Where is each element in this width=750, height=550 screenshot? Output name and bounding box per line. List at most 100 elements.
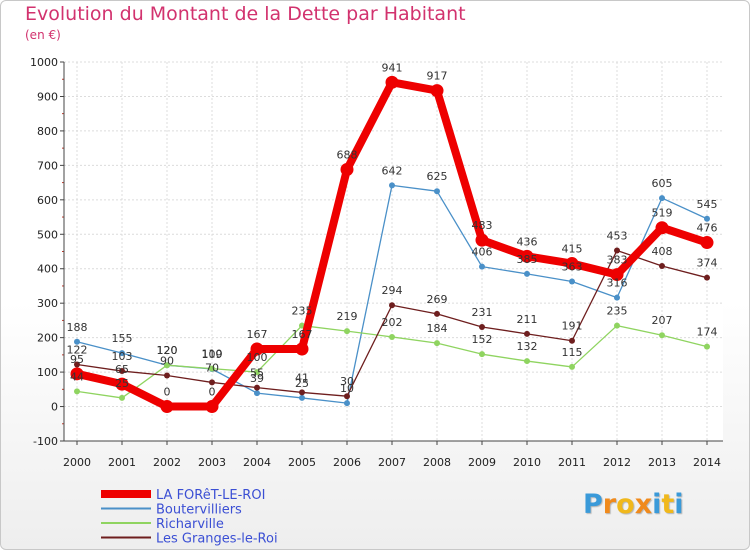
data-point [434,310,440,317]
data-point [119,350,125,357]
logo-letter: i [674,489,684,520]
x-tick-label: 2014 [693,456,721,469]
data-point [479,323,485,330]
x-tick-label: 2011 [558,456,586,469]
data-point [164,362,170,369]
data-label: 152 [472,333,493,346]
x-tick-label: 2008 [423,456,451,469]
chart-unit-label: (en €) [25,28,61,42]
data-label: 202 [382,316,403,329]
legend-label: LA FORêT-LE-ROI [156,488,265,503]
data-label: 374 [697,257,718,270]
data-point [704,274,710,281]
data-label: 110 [202,348,223,361]
data-point [434,340,440,347]
data-point [524,270,530,277]
data-label: 211 [517,313,538,326]
data-label: 519 [652,207,673,220]
data-label: 483 [472,219,493,232]
data-label: 408 [652,245,673,258]
data-point [70,367,84,381]
x-tick-label: 2001 [108,456,136,469]
legend-label: Les Granges-le-Roi [156,532,278,547]
x-tick-label: 2003 [198,456,226,469]
data-point [704,343,710,350]
data-point [569,337,575,344]
data-label: 294 [382,284,403,297]
data-point [475,233,489,247]
data-point [344,328,350,335]
data-point [340,162,354,176]
data-point [119,368,125,375]
data-point [164,372,170,379]
data-point [74,361,80,368]
data-point [160,400,174,414]
data-point [430,84,444,98]
y-tick-label: 300 [37,297,58,310]
data-label: 155 [112,332,133,345]
data-label: 44 [70,370,84,383]
data-label: 436 [517,235,538,248]
legend-label: Richarville [156,517,224,532]
data-label: 605 [652,177,673,190]
data-point [524,330,530,337]
data-label: 30 [340,375,354,388]
data-point [569,363,575,370]
data-label: 235 [607,305,628,318]
data-label: 642 [382,164,403,177]
data-point [119,394,125,401]
data-label: 65 [115,363,129,376]
data-label: 235 [292,305,313,318]
data-point [614,247,620,254]
data-label: 363 [562,260,583,273]
data-label: 100 [247,351,268,364]
x-tick-label: 2005 [288,456,316,469]
data-label: 132 [517,340,538,353]
data-label: 167 [247,328,268,341]
data-point [74,388,80,395]
data-label: 219 [337,310,358,323]
y-tick-label: 0 [51,401,58,414]
y-tick-label: 500 [37,228,58,241]
data-label: 941 [382,61,403,74]
data-label: 406 [472,246,493,259]
data-label: 625 [427,170,448,183]
proxiti-logo: Proxiti [583,489,684,520]
x-tick-label: 2006 [333,456,361,469]
data-label: 688 [337,148,358,161]
data-point [614,322,620,329]
data-point [299,394,305,401]
data-point [295,342,309,356]
data-point [254,369,260,376]
x-tick-label: 2002 [153,456,181,469]
data-label: 383 [607,254,628,267]
data-label: 122 [67,344,88,357]
data-label: 10 [340,382,354,395]
y-tick-label: 200 [37,332,58,345]
x-tick-label: 2004 [243,456,271,469]
data-point [520,249,534,263]
data-label: 115 [562,346,583,359]
data-point [659,262,665,269]
x-tick-label: 2009 [468,456,496,469]
data-point [700,236,714,250]
data-point [209,379,215,386]
data-label: 0 [209,386,216,399]
data-label: 39 [250,372,264,385]
data-label: 103 [112,350,133,363]
logo-letter: o [616,489,635,520]
data-point [569,278,575,285]
data-point [389,333,395,340]
data-point [610,268,624,282]
data-label: 316 [607,277,628,290]
data-point [389,302,395,309]
data-label: 41 [295,371,309,384]
legend-label: Boutervilliers [156,503,242,518]
data-label: 269 [427,293,448,306]
y-tick-label: 600 [37,194,58,207]
y-tick-label: 100 [37,366,58,379]
data-label: 207 [652,314,673,327]
data-label: 95 [70,353,84,366]
